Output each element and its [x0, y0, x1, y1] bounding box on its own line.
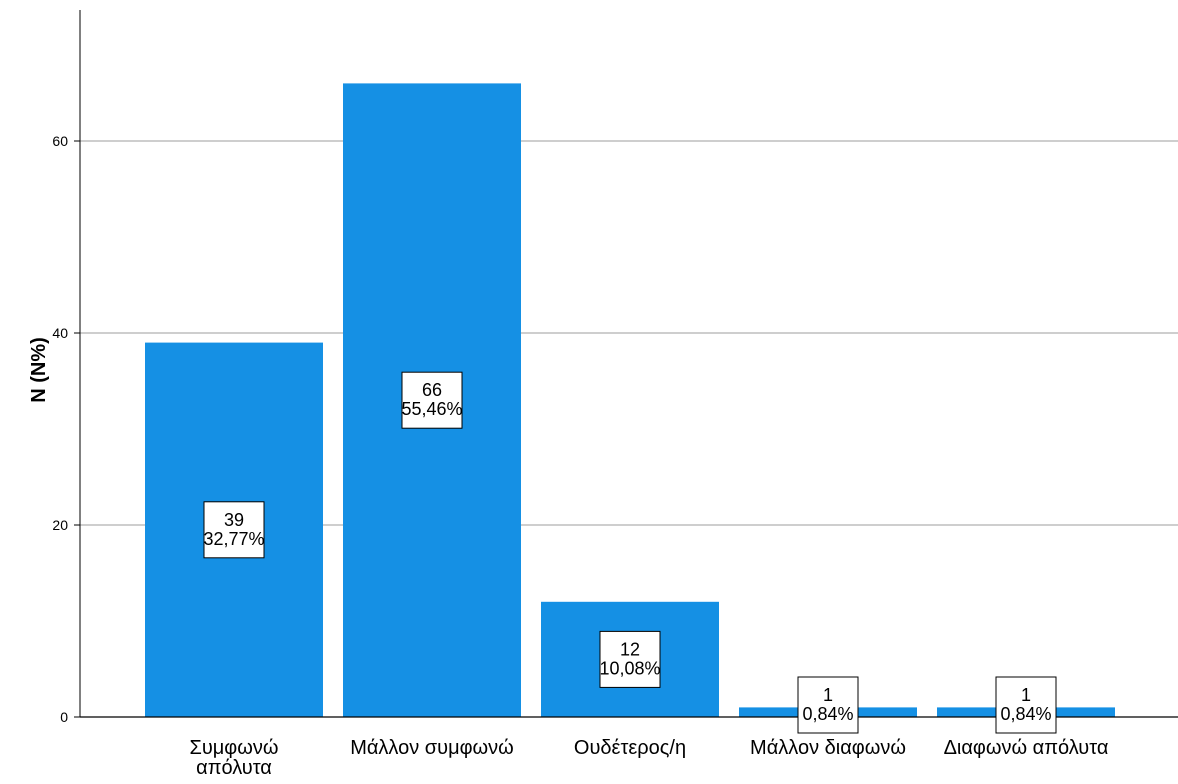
- y-tick-label: 20: [52, 517, 68, 533]
- data-label-box: [797, 676, 859, 734]
- x-tick-label: Διαφωνώ απόλυτα: [944, 737, 1109, 759]
- data-label: 32,77%: [203, 529, 264, 549]
- data-label: 55,46%: [401, 399, 462, 419]
- x-tick-label: Συμφωνώ: [189, 737, 278, 759]
- y-axis-label: N (N%): [28, 337, 50, 403]
- data-label: 0,84%: [1000, 704, 1051, 724]
- y-tick-label: 60: [52, 133, 68, 149]
- data-label: 0,84%: [802, 704, 853, 724]
- x-tick-label: Μάλλον συμφωνώ: [350, 737, 514, 759]
- x-tick-label: απόλυτα: [196, 757, 272, 779]
- y-tick-label: 40: [52, 325, 68, 341]
- data-label: 12: [620, 639, 640, 659]
- data-label-box: [995, 676, 1057, 734]
- y-tick-label: 0: [60, 709, 68, 725]
- data-label-box: [203, 501, 265, 559]
- data-label: 39: [224, 510, 244, 530]
- bars: [145, 83, 1115, 717]
- data-label: 10,08%: [599, 658, 660, 678]
- x-tick-label: Ουδέτερος/η: [574, 737, 686, 759]
- data-label-box: [599, 630, 661, 688]
- data-label: 1: [823, 685, 833, 705]
- x-tick-label: Μάλλον διαφωνώ: [750, 737, 906, 759]
- data-label: 1: [1021, 685, 1031, 705]
- data-label-box: [401, 371, 463, 429]
- data-label: 66: [422, 380, 442, 400]
